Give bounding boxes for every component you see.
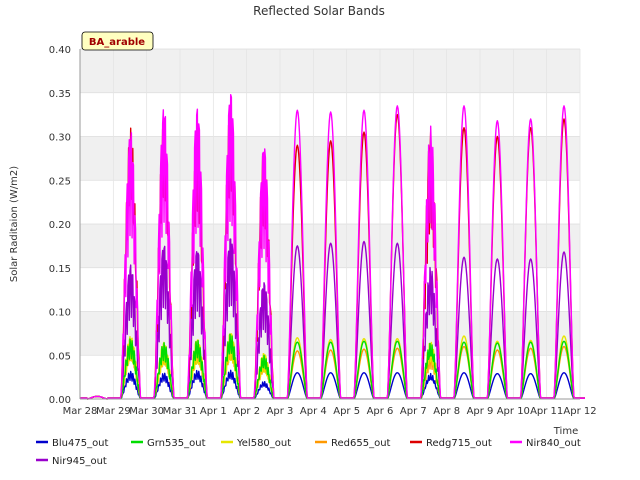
legend-item-red655-out: Red655_out: [315, 438, 391, 449]
x-tick-label: Apr 6: [367, 406, 394, 417]
legend-item-yel580-out: Yel580_out: [221, 438, 291, 449]
x-tick-label: Mar 28: [63, 406, 98, 417]
x-tick-label: Mar 31: [163, 406, 198, 417]
legend-item-grn535-out: Grn535_out: [131, 438, 206, 449]
x-tick-label: Apr 10: [497, 406, 530, 417]
x-tick-label: Apr 1: [200, 406, 227, 417]
x-tick-label: Mar 29: [96, 406, 131, 417]
x-tick-label: Apr 9: [467, 406, 494, 417]
legend-item-blu475-out: Blu475_out: [36, 438, 109, 449]
x-tick-label: Apr 7: [400, 406, 427, 417]
x-axis-title: Time: [553, 426, 578, 437]
axes: [79, 49, 580, 400]
chart-title: Reflected Solar Bands: [253, 4, 385, 18]
series-line-grn535-out: [79, 333, 585, 400]
x-tick-label: Apr 11: [530, 406, 563, 417]
y-tick-label: 0.10: [49, 308, 71, 319]
grid-band: [80, 49, 580, 93]
y-tick-label: 0.00: [49, 395, 71, 406]
y-tick-label: 0.30: [49, 133, 71, 144]
legend-label: Nir840_out: [526, 438, 581, 449]
x-tick-label: Apr 4: [300, 406, 327, 417]
site-badge: BA_arable: [81, 31, 154, 51]
y-axis-title: Solar Raditaion (W/m2): [9, 166, 20, 282]
series-lines: [79, 94, 585, 400]
y-tick-labels: 0.00 0.05 0.10 0.15 0.20 0.25 0.30 0.35 0.40: [49, 45, 71, 406]
x-tick-label: Apr 12: [563, 406, 596, 417]
legend-label: Blu475_out: [52, 438, 109, 449]
series-line-nir945-out: [79, 238, 585, 400]
x-tick-label: Apr 5: [333, 406, 360, 417]
x-tick-label: Apr 2: [233, 406, 260, 417]
y-tick-label: 0.35: [49, 89, 71, 100]
y-tick-label: 0.15: [49, 264, 71, 275]
legend-item-nir945-out: Nir945_out: [36, 456, 107, 467]
series-line-nir840-out: [79, 94, 585, 400]
legend-label: Grn535_out: [147, 438, 206, 449]
y-tick-label: 0.20: [49, 220, 71, 231]
y-tick-label: 0.05: [49, 351, 71, 362]
x-tick-label: Apr 8: [433, 406, 460, 417]
site-badge-label: BA_arable: [89, 37, 145, 48]
legend-label: Nir945_out: [52, 456, 107, 467]
x-tick-label: Apr 3: [267, 406, 294, 417]
y-tick-label: 0.25: [49, 176, 71, 187]
legend-label: Redg715_out: [426, 438, 492, 449]
legend-label: Red655_out: [331, 438, 391, 449]
legend-label: Yel580_out: [236, 438, 291, 449]
series-line-blu475-out: [79, 369, 585, 400]
legend: Blu475_out Grn535_out Yel580_out Red655_out…: [36, 438, 581, 467]
y-tick-label: 0.40: [49, 45, 71, 56]
legend-item-redg715-out: Redg715_out: [410, 438, 492, 449]
legend-item-nir840-out: Nir840_out: [510, 438, 581, 449]
x-tick-label: Mar 30: [129, 406, 164, 417]
